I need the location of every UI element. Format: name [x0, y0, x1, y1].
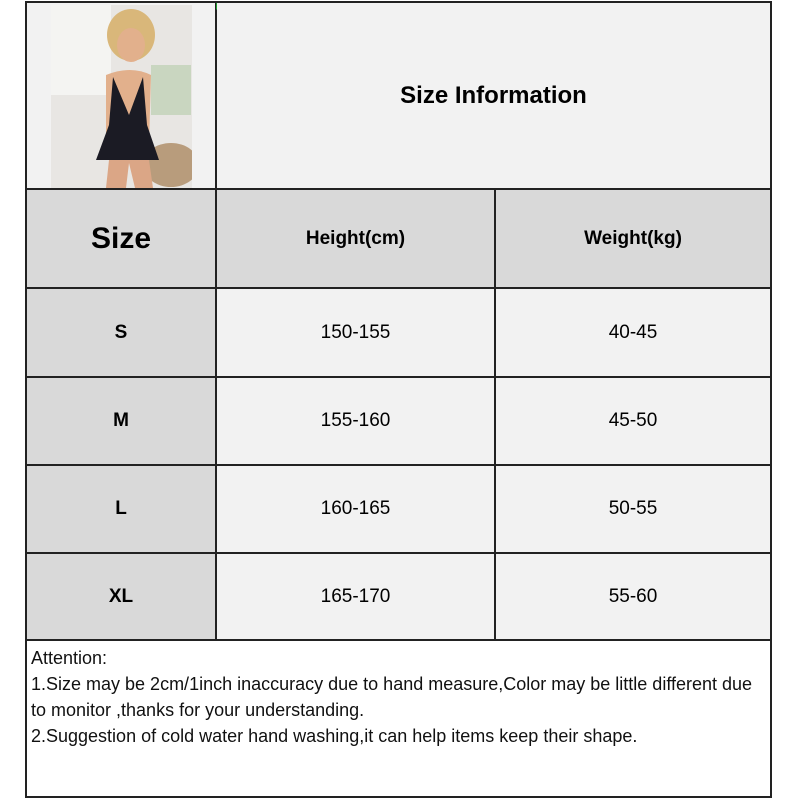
size-cell: M — [27, 378, 217, 466]
weight-cell: 55-60 — [496, 554, 770, 641]
header-weight: Weight(kg) — [496, 190, 770, 289]
header-height: Height(cm) — [217, 190, 496, 289]
height-cell: 160-165 — [217, 466, 496, 554]
weight-cell: 40-45 — [496, 289, 770, 378]
note-line: 1.Size may be 2cm/1inch inaccuracy due t… — [31, 674, 753, 720]
height-cell: 155-160 — [217, 378, 496, 466]
page-title: Size Information — [217, 3, 770, 190]
note-line: 2.Suggestion of cold water hand washing,… — [31, 726, 638, 746]
attention-notes: Attention: 1.Size may be 2cm/1inch inacc… — [27, 641, 770, 796]
product-photo — [51, 5, 192, 188]
header-size: Size — [27, 190, 217, 289]
weight-cell: 45-50 — [496, 378, 770, 466]
size-cell: S — [27, 289, 217, 378]
notes-heading: Attention: — [31, 648, 108, 668]
size-cell: XL — [27, 554, 217, 641]
height-cell: 150-155 — [217, 289, 496, 378]
size-cell: L — [27, 466, 217, 554]
height-cell: 165-170 — [217, 554, 496, 641]
size-chart: Size Information Size Height(cm) Weight(… — [25, 1, 772, 798]
weight-cell: 50-55 — [496, 466, 770, 554]
product-photo-cell — [27, 3, 217, 190]
